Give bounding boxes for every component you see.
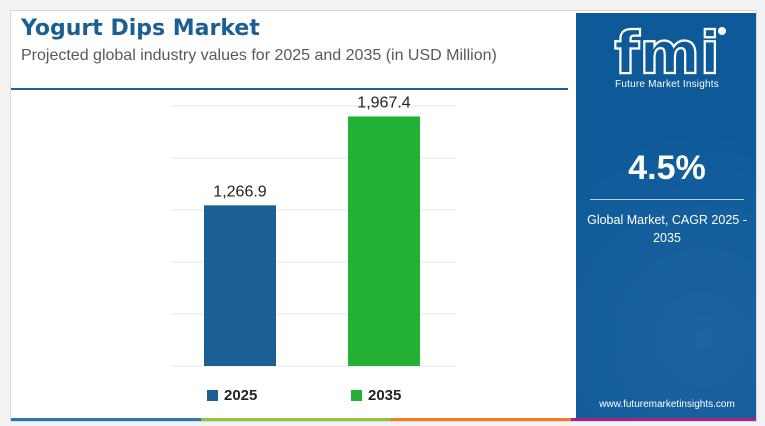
chart-subtitle: Projected global industry values for 202… — [21, 47, 497, 64]
infographic-card: Yogurt Dips Market Projected global indu… — [10, 10, 757, 422]
bottom-bar-segment — [11, 418, 201, 421]
cagr-panel: fmi Future Market Insights 4.5% Global M… — [576, 13, 756, 421]
cagr-label: Global Market, CAGR 2025 - 2035 — [587, 213, 747, 245]
chart-title: Yogurt Dips Market — [21, 16, 260, 41]
logo-text: fmi — [614, 21, 720, 83]
logo-tagline: Future Market Insights — [615, 79, 719, 90]
website-link[interactable]: www.futuremarketinsights.com — [599, 399, 735, 410]
bar-2035 — [348, 116, 420, 366]
bottom-bar-segment — [571, 418, 756, 421]
bottom-bar-segment — [391, 418, 571, 421]
data-label-2035: 1,967.4 — [357, 94, 410, 111]
legend-item-2035: 2035 — [351, 387, 401, 404]
legend-swatch-2035 — [351, 390, 362, 401]
cagr-value: 4.5% — [628, 149, 706, 187]
legend-swatch-2025 — [207, 390, 218, 401]
chart-legend: 2025 2035 — [11, 387, 568, 409]
legend-label-2035: 2035 — [368, 387, 402, 404]
bar-chart: 1,266.9 1,967.4 — [171, 94, 456, 367]
bottom-color-bar — [11, 418, 756, 421]
fmi-logo-icon: fmi — [613, 21, 726, 83]
header-rule — [11, 88, 568, 90]
data-label-2025: 1,266.9 — [213, 183, 266, 200]
panel-divider — [590, 199, 744, 200]
legend-label-2025: 2025 — [224, 387, 258, 404]
legend-item-2025: 2025 — [207, 387, 257, 404]
bottom-bar-segment — [201, 418, 391, 421]
bar-2025 — [204, 205, 276, 366]
